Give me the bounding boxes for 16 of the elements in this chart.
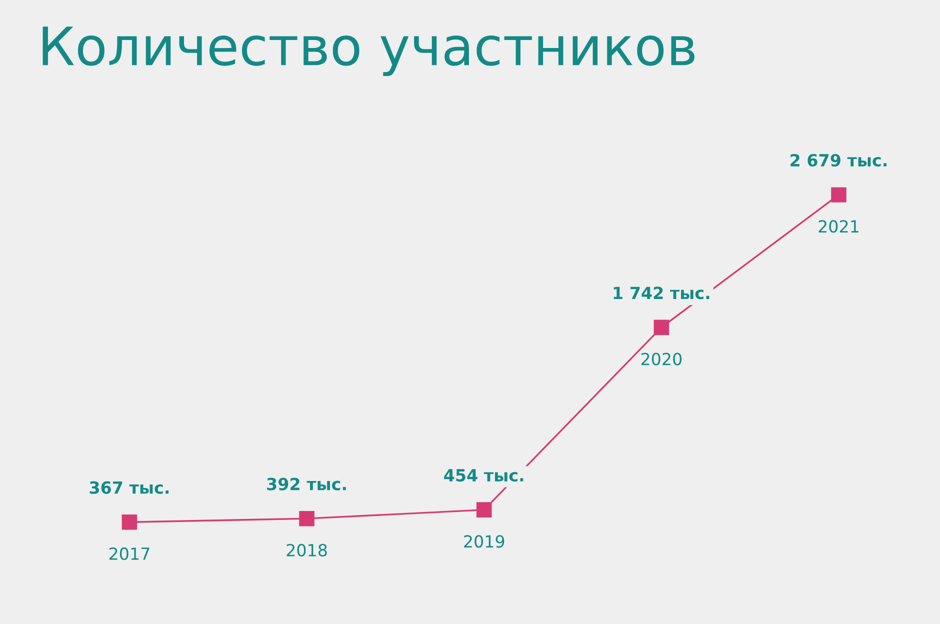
point — [122, 514, 138, 530]
point — [299, 510, 314, 526]
point — [654, 320, 670, 336]
x-tick-label: 2020 — [641, 352, 682, 366]
point — [476, 502, 492, 518]
data-label: 392 тыс. — [267, 478, 346, 490]
x-tick-label: 2017 — [109, 547, 150, 560]
data-label: 367 тыс. — [90, 481, 169, 494]
point — [831, 187, 846, 202]
chart-title: Количество участников — [42, 26, 694, 76]
data-label: 1 742 тыс. — [614, 286, 710, 300]
x-tick-label: 2018 — [286, 544, 327, 556]
data-label: 454 тыс. — [444, 469, 524, 482]
x-tick-label: 2021 — [818, 220, 858, 233]
x-tick-label: 2019 — [464, 535, 504, 548]
data-label: 2 679 тыс. — [790, 154, 887, 167]
